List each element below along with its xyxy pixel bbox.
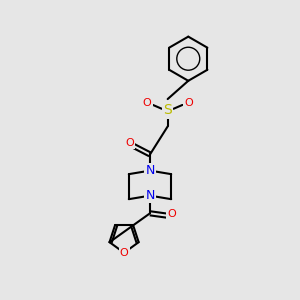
Text: O: O	[184, 98, 193, 109]
Text: O: O	[120, 248, 128, 258]
Text: S: S	[163, 103, 172, 117]
Text: O: O	[167, 209, 176, 219]
Text: N: N	[145, 164, 155, 177]
Text: O: O	[125, 138, 134, 148]
Text: N: N	[145, 189, 155, 202]
Text: O: O	[143, 98, 152, 109]
